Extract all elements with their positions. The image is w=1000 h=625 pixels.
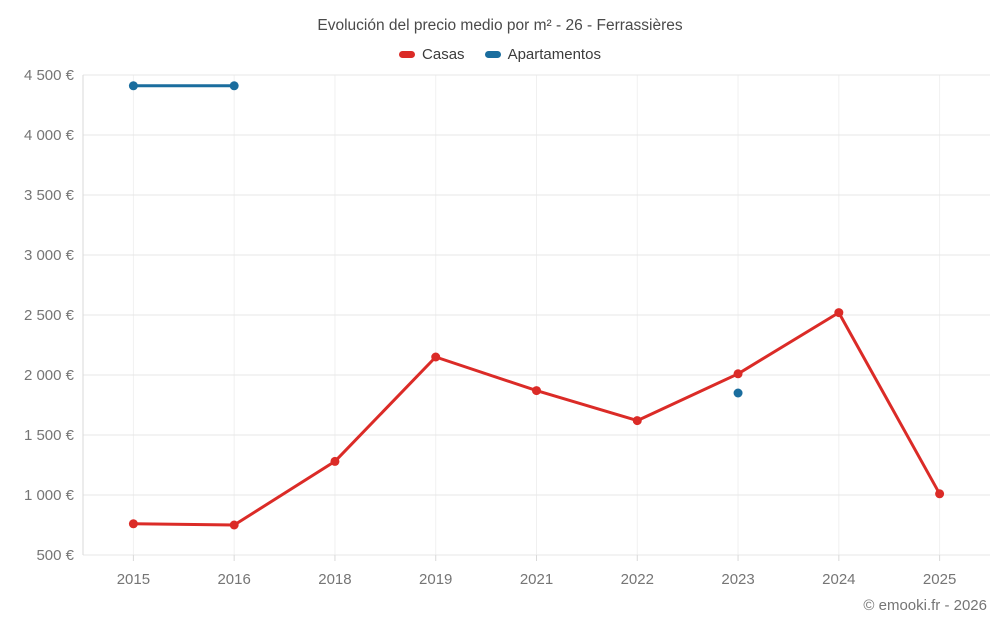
x-axis-label-2019: 2019 (419, 571, 452, 588)
x-axis-label-2024: 2024 (822, 571, 855, 588)
legend-label-apartamentos: Apartamentos (507, 46, 601, 63)
x-axis-label-2025: 2025 (923, 571, 956, 588)
legend-swatch-apartamentos (484, 51, 501, 58)
x-axis-label-2022: 2022 (621, 571, 654, 588)
y-axis-label-500: 500 € (36, 547, 74, 564)
data-point-casas-2019[interactable] (431, 352, 441, 362)
x-axis-label-2021: 2021 (520, 571, 553, 588)
data-point-casas-2024[interactable] (834, 308, 844, 318)
legend-item-apartamentos[interactable]: Apartamentos (484, 46, 601, 63)
data-point-casas-2021[interactable] (532, 386, 541, 396)
y-axis-label-2000: 2 000 € (24, 367, 75, 384)
data-point-apartamentos-2016[interactable] (229, 81, 239, 91)
legend-swatch-casas (399, 51, 416, 58)
y-axis-label-2500: 2 500 € (24, 307, 75, 324)
x-axis-label-2015: 2015 (117, 571, 150, 588)
y-axis-label-4500: 4 500 € (24, 67, 75, 84)
x-axis-label-2018: 2018 (318, 571, 351, 588)
y-axis-label-1500: 1 500 € (24, 427, 75, 444)
y-axis-label-1000: 1 000 € (24, 487, 75, 504)
legend-label-casas: Casas (422, 46, 465, 63)
chart-legend: Casas Apartamentos (0, 46, 1000, 63)
credit-text: © emooki.fr - 2026 (863, 597, 987, 614)
y-axis-label-3000: 3 000 € (24, 247, 75, 264)
legend-item-casas[interactable]: Casas (399, 46, 465, 63)
data-point-casas-2023[interactable] (733, 369, 743, 379)
data-point-apartamentos-2023[interactable] (733, 388, 743, 398)
x-axis-label-2016: 2016 (217, 571, 250, 588)
chart-title: Evolución del precio medio por m² - 26 -… (317, 17, 683, 34)
data-point-apartamentos-2015[interactable] (128, 81, 138, 91)
data-point-casas-2016[interactable] (229, 520, 239, 530)
y-axis-label-3500: 3 500 € (24, 187, 75, 204)
data-point-casas-2022[interactable] (632, 416, 642, 426)
data-point-casas-2015[interactable] (128, 519, 138, 529)
data-point-casas-2025[interactable] (935, 489, 945, 499)
x-axis-label-2023: 2023 (721, 571, 754, 588)
data-point-casas-2018[interactable] (330, 456, 340, 466)
y-axis-label-4000: 4 000 € (24, 127, 75, 144)
